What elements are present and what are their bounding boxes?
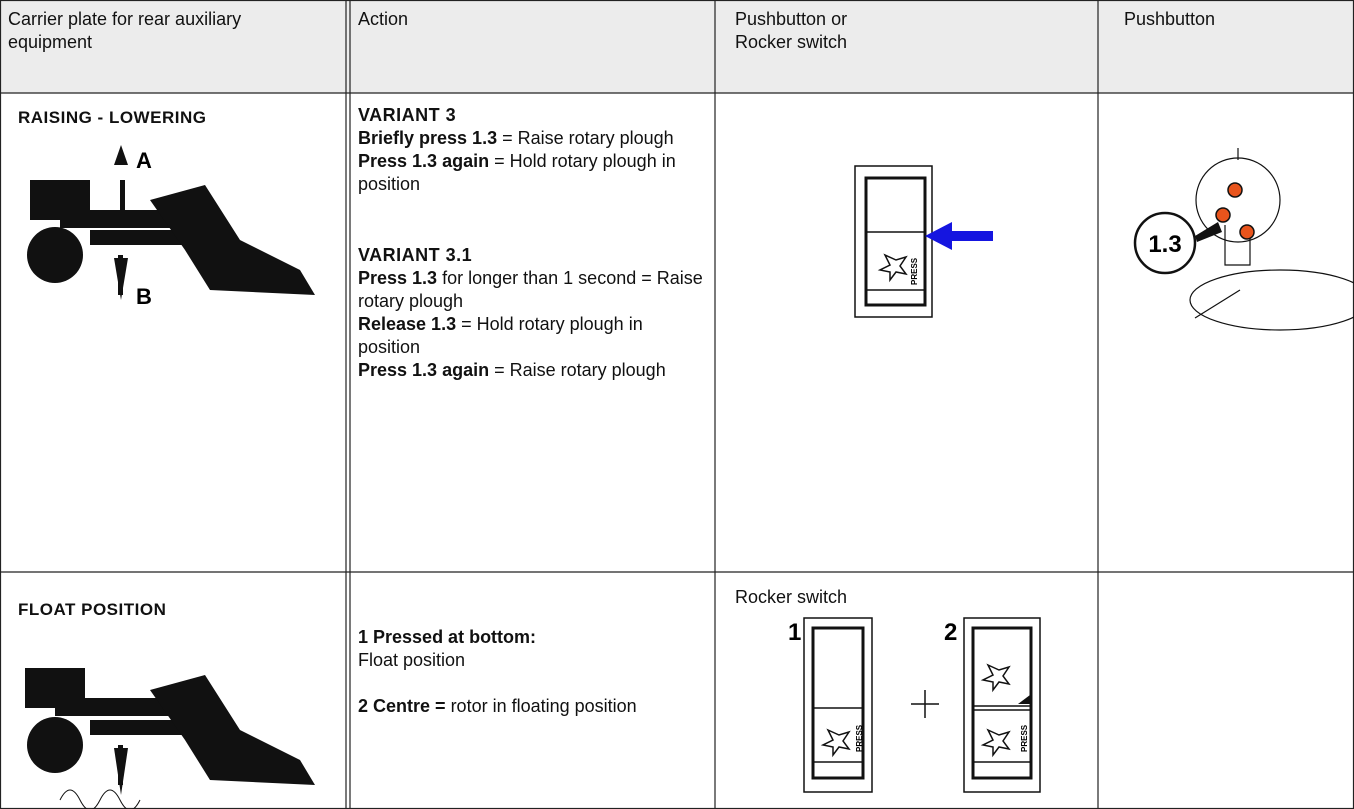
action-cell: VARIANT 3 Briefly press 1.3 = Raise rota… bbox=[350, 96, 715, 390]
bold-text: Briefly press 1.3 bbox=[358, 128, 498, 148]
bold-text: Release 1.3 bbox=[358, 314, 457, 334]
text: rotor in floating position bbox=[450, 696, 637, 716]
action-line: Float position bbox=[358, 650, 466, 670]
machine-illustration bbox=[25, 668, 315, 795]
switch-number: 1 bbox=[788, 619, 801, 646]
header-cell: Action bbox=[350, 0, 715, 39]
text: = Hold rotary plough in position bbox=[358, 314, 643, 357]
action-line: 1 Pressed at bottom: bbox=[358, 626, 707, 649]
row-title: FLOAT POSITION bbox=[18, 600, 167, 619]
switch-label: PRESS bbox=[1020, 724, 1029, 752]
text: for longer than 1 second = Raise rotary … bbox=[358, 268, 703, 311]
text: = Raise rotary plough bbox=[494, 360, 666, 380]
action-line: 2 Centre = rotor in floating position bbox=[358, 695, 707, 718]
figure-label: B bbox=[136, 284, 152, 309]
row-title: RAISING - LOWERING bbox=[18, 108, 207, 127]
header-text: equipment bbox=[8, 32, 93, 52]
action-line: Release 1.3 = Hold rotary plough in posi… bbox=[358, 313, 707, 359]
bold-text: Press 1.3 bbox=[358, 268, 438, 288]
switch-number: 2 bbox=[944, 619, 957, 646]
action-line: Briefly press 1.3 = Raise rotary plough bbox=[358, 127, 707, 150]
variant-heading: VARIANT 3 bbox=[358, 105, 457, 125]
text: = Hold rotary plough in position bbox=[358, 151, 676, 194]
triangle bbox=[1018, 695, 1030, 704]
float-wave bbox=[59, 789, 141, 809]
action-line: Press 1.3 again = Hold rotary plough in … bbox=[358, 150, 707, 196]
header-text: Pushbutton bbox=[1124, 9, 1216, 29]
pushbutton-label: 1.3 bbox=[1148, 231, 1181, 258]
pointer-arrow bbox=[1195, 222, 1222, 242]
header-text: Pushbutton or bbox=[735, 9, 848, 29]
header-text: Action bbox=[358, 9, 409, 29]
text: = Raise rotary plough bbox=[502, 128, 674, 148]
figure-label: A bbox=[136, 148, 152, 173]
action-line: Press 1.3 for longer than 1 second = Rai… bbox=[358, 267, 707, 313]
header-text: Rocker switch bbox=[735, 32, 848, 52]
bold-text: 2 Centre = bbox=[358, 696, 446, 716]
header-cell: Carrier plate for rear auxiliary equipme… bbox=[0, 0, 346, 62]
bold-text: Press 1.3 again bbox=[358, 360, 490, 380]
action-line: Press 1.3 again = Raise rotary plough bbox=[358, 359, 707, 382]
header-cell: Pushbutton or Rocker switch bbox=[727, 0, 1097, 62]
pushbutton-illustration bbox=[1133, 148, 1354, 331]
switch-label: PRESS bbox=[855, 724, 864, 752]
variant-heading: VARIANT 3.1 bbox=[358, 245, 473, 265]
switch-label: PRESS bbox=[910, 257, 919, 285]
bold-text: Press 1.3 again bbox=[358, 151, 490, 171]
action-cell: 1 Pressed at bottom: Float position 2 Ce… bbox=[350, 618, 715, 726]
header-cell: Pushbutton bbox=[1116, 0, 1354, 39]
button-dots bbox=[1215, 182, 1255, 240]
blue-arrow bbox=[925, 222, 993, 250]
bold-text: 1 Pressed at bottom: bbox=[358, 627, 537, 647]
rocker-switches bbox=[803, 617, 1041, 793]
header-text: Carrier plate for rear auxiliary bbox=[8, 9, 242, 29]
machine-illustration bbox=[27, 145, 315, 300]
switch-title: Rocker switch bbox=[735, 587, 848, 607]
rocker-switch bbox=[854, 165, 933, 318]
header-bg bbox=[0, 0, 1354, 93]
